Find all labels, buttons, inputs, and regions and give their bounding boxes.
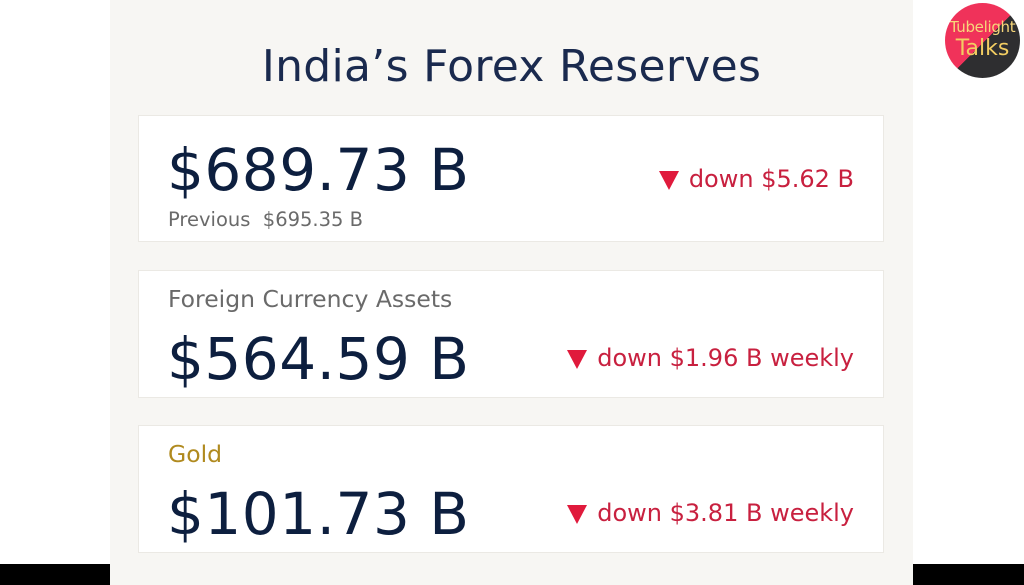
fca-value: $564.59 B (167, 325, 470, 393)
gold-value: $101.73 B (167, 480, 470, 548)
down-triangle-icon (658, 171, 679, 190)
total-reserves-value: $689.73 B (167, 136, 470, 204)
gold-change-text: down $3.81 B weekly (597, 499, 854, 527)
gold-label: Gold (168, 440, 223, 468)
total-reserves-card: $689.73 B Previous $695.35 B down $5.62 … (138, 115, 884, 242)
fca-change-text: down $1.96 B weekly (597, 344, 854, 372)
forex-panel: India’s Forex Reserves $689.73 B Previou… (110, 0, 913, 585)
gold-card: Gold $101.73 B down $3.81 B weekly (138, 425, 884, 553)
letterbox-bar-left (0, 564, 110, 585)
foreign-currency-assets-card: Foreign Currency Assets $564.59 B down $… (138, 270, 884, 398)
logo-text-line2: Talks (955, 36, 1010, 61)
gold-change: down $3.81 B weekly (567, 498, 854, 528)
letterbox-bar-right (913, 564, 1024, 585)
fca-label: Foreign Currency Assets (168, 285, 453, 313)
tubelight-talks-logo: Tubelight Talks (945, 3, 1020, 78)
page-title: India’s Forex Reserves (261, 41, 762, 92)
fca-change: down $1.96 B weekly (567, 343, 854, 373)
previous-value: Previous $695.35 B (168, 208, 364, 231)
down-triangle-icon (567, 505, 588, 524)
total-change: down $5.62 B (658, 164, 854, 194)
total-change-text: down $5.62 B (688, 165, 854, 193)
down-triangle-icon (567, 350, 588, 369)
logo-text-line1: Tubelight (949, 18, 1016, 36)
